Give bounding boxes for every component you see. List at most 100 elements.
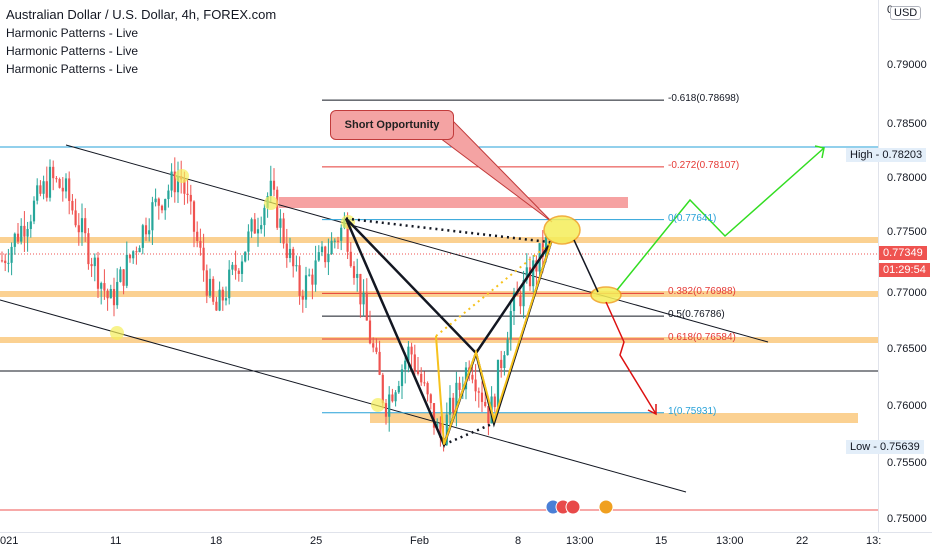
inner-pattern-line — [435, 241, 552, 445]
projection-down-red — [605, 301, 657, 415]
candle-body — [474, 379, 477, 392]
candle-body — [224, 298, 228, 301]
candle-body — [282, 218, 285, 244]
indicator-label[interactable]: Harmonic Patterns - Live — [6, 62, 139, 76]
price-tick: 0.78000 — [887, 172, 927, 184]
inner-pattern-dotted — [435, 241, 552, 337]
candle-body — [295, 265, 298, 267]
candle-body — [212, 278, 215, 302]
candle-body — [349, 251, 352, 267]
candle-body — [208, 278, 212, 296]
fib-label: 0.5(0.76786) — [668, 309, 725, 321]
candle-body — [39, 185, 42, 194]
candle-body — [84, 218, 87, 234]
candle-body — [160, 205, 164, 211]
currency-button[interactable]: USD — [890, 6, 922, 20]
candle-body — [407, 346, 410, 361]
candle-body — [16, 233, 20, 242]
candle-body — [317, 252, 320, 261]
time-axis[interactable]: 021 11 18 25 Feb 8 13:00 15 13:00 22 13: — [0, 532, 932, 551]
candle-body — [0, 260, 4, 262]
candle-body — [356, 273, 359, 278]
candle-body — [154, 198, 157, 203]
candle-body — [298, 265, 301, 296]
candle-body — [100, 283, 103, 289]
candle-body — [170, 171, 173, 191]
candle-body — [436, 423, 439, 428]
current-price-badge: 0.77349 — [879, 246, 927, 260]
touch-marker — [371, 398, 385, 412]
indicator-label[interactable]: Harmonic Patterns - Live — [6, 26, 139, 40]
candle-body — [48, 166, 52, 198]
candle-body — [311, 274, 314, 285]
candle-body — [148, 230, 151, 235]
candle-body — [269, 180, 272, 196]
candle-body — [480, 392, 484, 402]
candle-body — [330, 240, 333, 255]
price-tick: 0.75500 — [887, 457, 927, 469]
candle-body — [400, 369, 404, 387]
fib-label: -0.618(0.78698) — [668, 93, 740, 105]
candle-body — [384, 403, 388, 417]
chart-legend: Australian Dollar / U.S. Dollar, 4h, FOR… — [6, 6, 276, 78]
symbol-title: Australian Dollar / U.S. Dollar, 4h, FOR… — [6, 7, 277, 22]
high-text: High — [850, 149, 873, 161]
projection-up-green — [616, 147, 825, 291]
low-label: Low - 0.75639 — [846, 440, 924, 454]
demand-zone — [370, 413, 858, 423]
candle-body — [448, 397, 452, 415]
candle-body — [471, 374, 474, 380]
candle-body — [500, 359, 503, 368]
price-tick: 0.76500 — [887, 343, 927, 355]
candle-body — [119, 269, 122, 282]
candle-body — [176, 176, 180, 193]
candle-body — [138, 247, 141, 253]
time-tick: 25 — [310, 535, 323, 547]
candle-body — [263, 207, 266, 226]
candle-body — [218, 289, 221, 311]
time-tick: 15 — [655, 535, 668, 547]
candle-body — [439, 423, 442, 438]
candle-body — [58, 178, 61, 188]
candle-body — [61, 187, 64, 192]
candle-body — [192, 201, 196, 232]
candle-body — [420, 373, 423, 383]
candle-body — [244, 251, 247, 262]
fib-label: 0.382(0.76988) — [668, 286, 736, 298]
projection-down-arrowhead — [647, 404, 657, 416]
candle-body — [80, 218, 84, 233]
high-value: 0.78203 — [882, 149, 923, 161]
candle-body — [404, 360, 407, 370]
candle-body — [96, 257, 100, 289]
short-opportunity-callout: Short Opportunity — [330, 110, 454, 140]
candle-body — [116, 281, 119, 306]
price-tick: 0.77500 — [887, 226, 927, 238]
touch-marker — [110, 326, 124, 340]
time-tick: 22 — [796, 535, 809, 547]
indicator-label[interactable]: Harmonic Patterns - Live — [6, 44, 139, 58]
candle-body — [519, 295, 522, 307]
economic-event-icon — [598, 499, 614, 515]
price-tick: 0.78500 — [887, 118, 927, 130]
fib-label: -0.272(0.78107) — [668, 159, 740, 171]
candle-body — [228, 269, 231, 299]
candle-body — [13, 233, 16, 247]
low-value: 0.75639 — [879, 441, 920, 453]
candle-body — [308, 274, 311, 276]
candle-body — [276, 189, 279, 228]
price-tick: 0.79000 — [887, 59, 927, 71]
fib-zone-0382 — [0, 291, 878, 297]
candle-body — [77, 225, 80, 233]
candle-body — [36, 185, 39, 201]
candle-body — [125, 254, 128, 286]
channel-lower-line — [0, 299, 687, 493]
candle-body — [23, 225, 26, 237]
candle-body — [394, 392, 397, 402]
economic-event-icon — [565, 499, 581, 515]
candle-body — [260, 225, 263, 230]
candle-body — [247, 231, 250, 252]
candle-body — [52, 166, 55, 179]
candle-body — [55, 178, 58, 180]
candle-body — [199, 241, 202, 248]
